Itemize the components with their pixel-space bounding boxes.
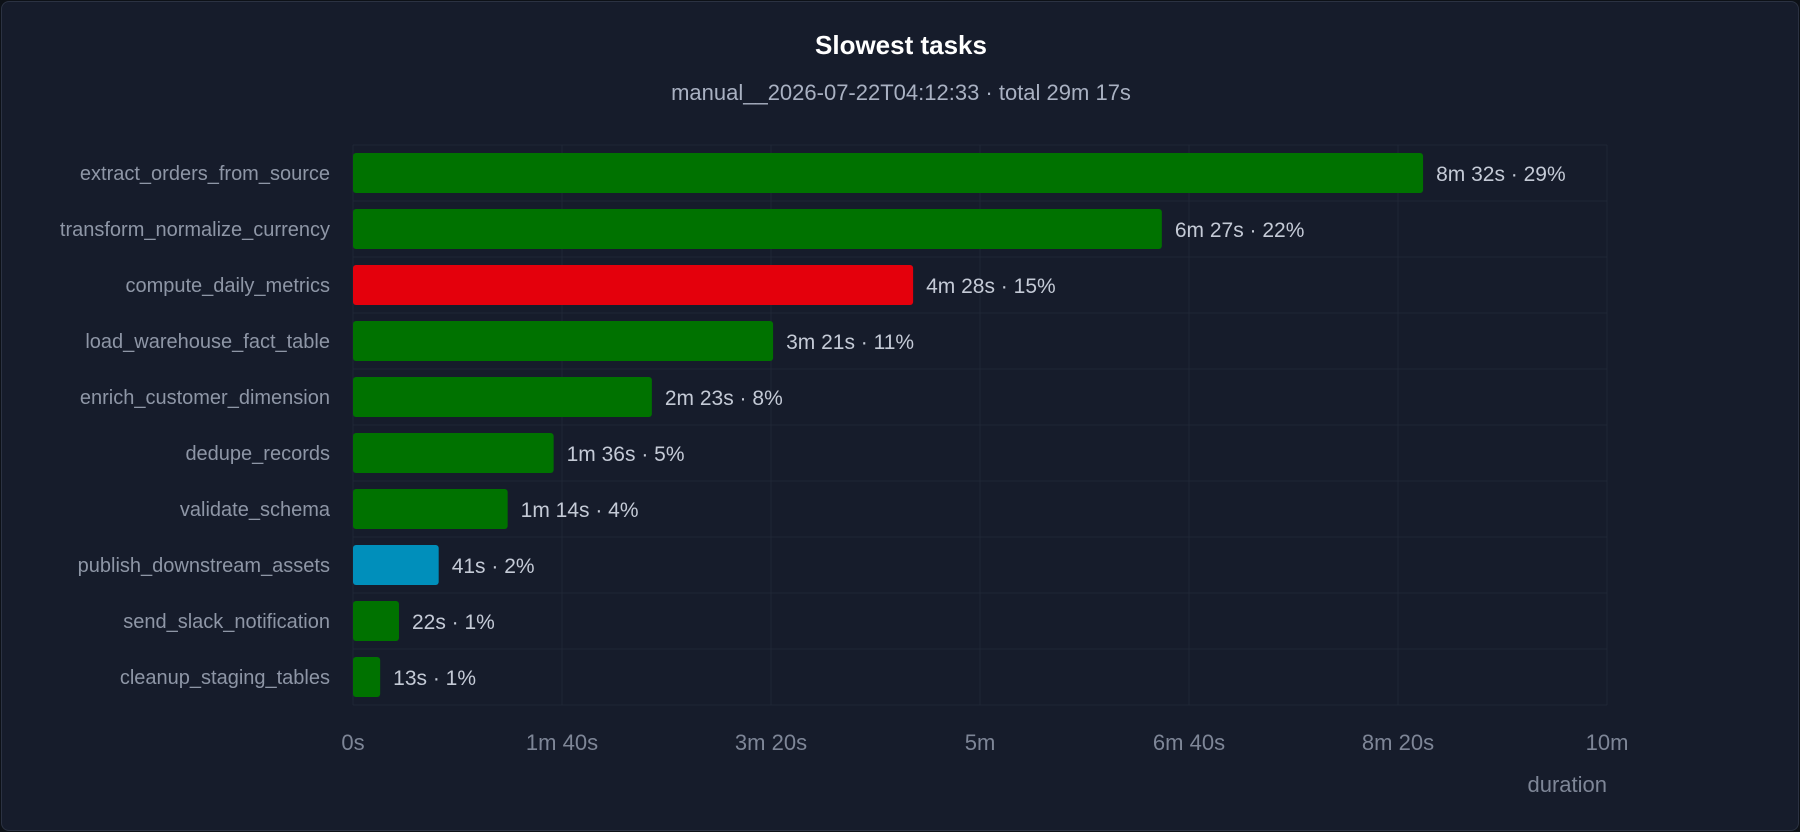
bar-load-warehouse-fact-table[interactable] — [353, 321, 774, 361]
bar-publish-downstream-assets[interactable] — [353, 545, 439, 585]
x-axis-title: duration — [1527, 772, 1607, 797]
x-tick-label: 0s — [341, 730, 364, 755]
value-label: 22s · 1% — [412, 611, 495, 634]
category-label: extract_orders_from_source — [80, 163, 330, 185]
grid — [352, 144, 1608, 706]
x-tick-label: 3m 20s — [735, 730, 807, 755]
category-label: send_slack_notification — [123, 611, 330, 633]
labels: 0s 1m 40s 3m 20s 5m 6m 40s 8m 20s 10m extract_o… — [60, 163, 1629, 755]
category-label: transform_normalize_currency — [60, 219, 330, 241]
value-label: 1m 36s · 5% — [567, 443, 685, 466]
value-label: 6m 27s · 22% — [1175, 219, 1305, 242]
value-label: 41s · 2% — [452, 555, 535, 578]
x-tick-label: 5m — [965, 730, 996, 755]
category-label: compute_daily_metrics — [125, 275, 330, 297]
bar-compute-daily-metrics[interactable] — [353, 265, 914, 305]
bar-validate-schema[interactable] — [353, 489, 508, 529]
category-label: validate_schema — [180, 499, 331, 521]
x-tick-label: 6m 40s — [1153, 730, 1225, 755]
category-label: load_warehouse_fact_table — [85, 331, 330, 353]
category-label: cleanup_staging_tables — [120, 667, 330, 689]
bar-transform-normalize-currency[interactable] — [353, 209, 1162, 249]
value-label: 13s · 1% — [393, 667, 476, 690]
x-tick-label: 10m — [1586, 730, 1629, 755]
x-tick-label: 1m 40s — [526, 730, 598, 755]
bars — [353, 153, 1424, 697]
chart-title: Slowest tasks — [815, 30, 987, 60]
value-label: 2m 23s · 8% — [665, 387, 783, 410]
value-label: 1m 14s · 4% — [521, 499, 639, 522]
bar-dedupe-records[interactable] — [353, 433, 554, 473]
bar-extract-orders-from-source[interactable] — [353, 153, 1424, 193]
value-label: 4m 28s · 15% — [926, 275, 1056, 298]
category-label: publish_downstream_assets — [78, 555, 330, 577]
category-label: dedupe_records — [185, 443, 330, 465]
value-label: 3m 21s · 11% — [786, 331, 914, 354]
chart-subtitle: manual__2026-07-22T04:12:33 · total 29m … — [671, 80, 1131, 105]
bar-enrich-customer-dimension[interactable] — [353, 377, 652, 417]
bar-send-slack-notification[interactable] — [353, 601, 399, 641]
x-tick-label: 8m 20s — [1362, 730, 1434, 755]
value-label: 8m 32s · 29% — [1436, 163, 1566, 186]
category-label: enrich_customer_dimension — [80, 387, 330, 409]
bar-cleanup-staging-tables[interactable] — [353, 657, 381, 697]
